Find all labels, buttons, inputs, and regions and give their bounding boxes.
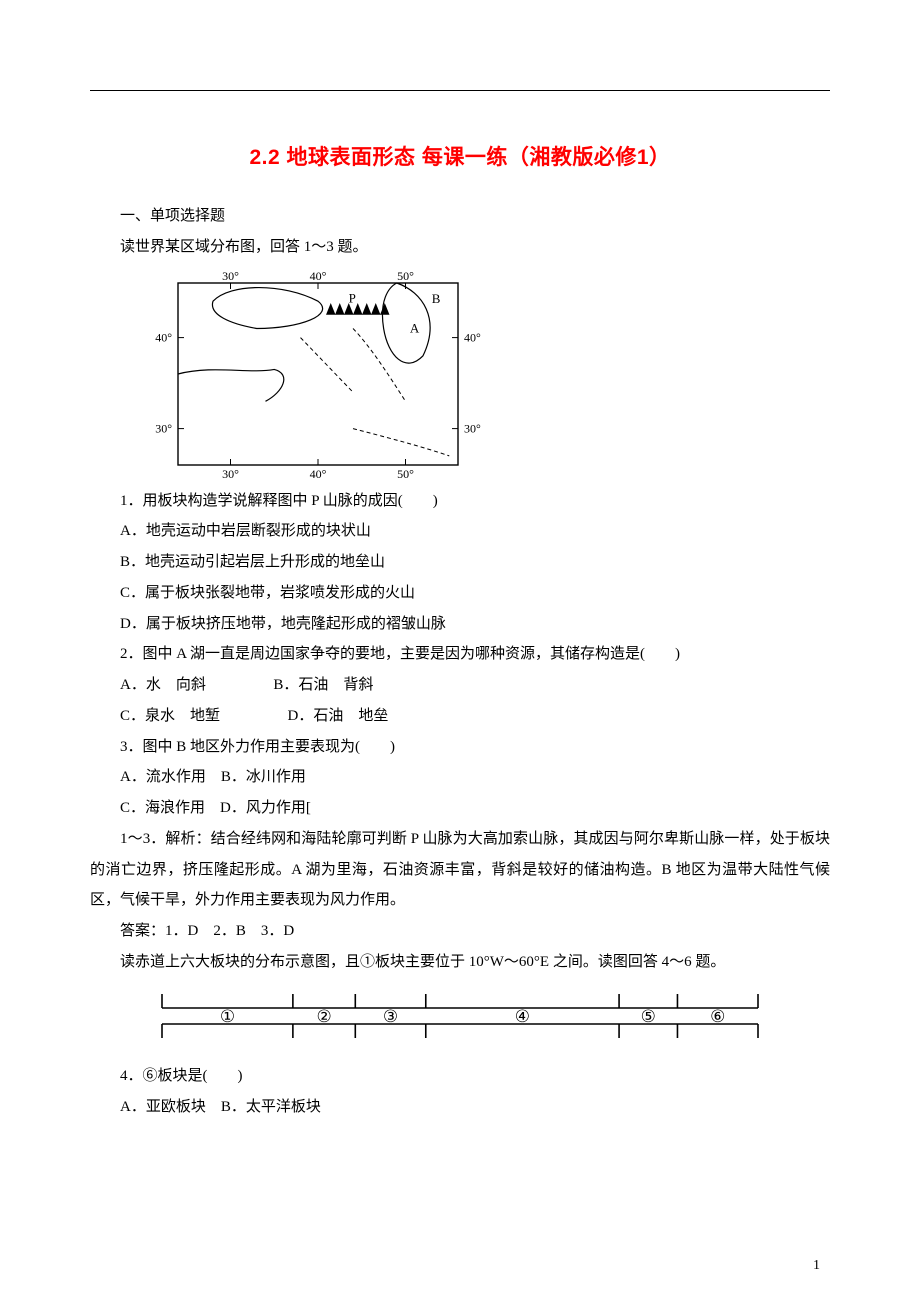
svg-text:②: ②: [316, 1007, 331, 1026]
svg-text:50°: 50°: [397, 269, 414, 283]
svg-text:④: ④: [515, 1007, 530, 1026]
svg-text:30°: 30°: [222, 467, 239, 481]
q3-d: D．风力作用[: [220, 800, 311, 816]
q1-a: A．地壳运动中岩层断裂形成的块状山: [90, 516, 830, 547]
svg-text:⑤: ⑤: [641, 1007, 656, 1026]
plate-svg: ① ② ③ ④ ⑤ ⑥: [150, 988, 770, 1044]
q1-d: D．属于板块挤压地带，地壳隆起形成的褶皱山脉: [90, 609, 830, 640]
svg-text:B: B: [432, 291, 441, 306]
section-heading: 一、单项选择题: [90, 201, 830, 232]
map-figure: 30° 30° 40° 40° 50° 50° 40° 40° 30° 30° AB P: [150, 267, 830, 482]
svg-text:50°: 50°: [397, 467, 414, 481]
q3-a: A．流水作用: [120, 769, 206, 785]
svg-text:40°: 40°: [155, 330, 172, 344]
page-number: 1: [813, 1258, 820, 1274]
svg-text:①: ①: [220, 1007, 235, 1026]
q3-c: C．海浪作用: [120, 800, 205, 816]
svg-text:40°: 40°: [464, 330, 481, 344]
q1-stem: 1．用板块构造学说解释图中 P 山脉的成因( ): [90, 486, 830, 517]
q3-row1: A．流水作用 B．冰川作用: [90, 762, 830, 793]
q2-row1: A．水 向斜 B．石油 背斜: [90, 670, 830, 701]
svg-text:40°: 40°: [310, 269, 327, 283]
q2-a: A．水 向斜: [120, 677, 206, 693]
q2-b: B．石油 背斜: [273, 677, 373, 693]
plate-figure: ① ② ③ ④ ⑤ ⑥: [150, 988, 830, 1056]
explain-1: 1～3．解析：结合经纬网和海陆轮廓可判断 P 山脉为大高加索山脉，其成因与阿尔卑…: [90, 824, 830, 916]
q1-c: C．属于板块张裂地带，岩浆喷发形成的火山: [90, 578, 830, 609]
q4-row1: A．亚欧板块 B．太平洋板块: [90, 1092, 830, 1123]
intro-2: 读赤道上六大板块的分布示意图，且①板块主要位于 10°W～60°E 之间。读图回…: [90, 947, 830, 978]
q2-c: C．泉水 地堑: [120, 708, 220, 724]
svg-text:30°: 30°: [222, 269, 239, 283]
q2-row2: C．泉水 地堑 D．石油 地垒: [90, 701, 830, 732]
body: 一、单项选择题 读世界某区域分布图，回答 1～3 题。 30° 30° 40° 40°…: [90, 201, 830, 1123]
svg-text:A: A: [410, 320, 420, 335]
q3-stem: 3．图中 B 地区外力作用主要表现为( ): [90, 732, 830, 763]
q2-stem: 2．图中 A 湖一直是周边国家争夺的要地，主要是因为哪种资源，其储存构造是( ): [90, 639, 830, 670]
svg-text:P: P: [349, 290, 356, 305]
svg-text:③: ③: [383, 1007, 398, 1026]
q1-b: B．地壳运动引起岩层上升形成的地垒山: [90, 547, 830, 578]
answers-1: 答案：1．D 2．B 3．D: [90, 916, 830, 947]
q3-b: B．冰川作用: [221, 769, 306, 785]
q3-row2: C．海浪作用 D．风力作用[: [90, 793, 830, 824]
map-svg: 30° 30° 40° 40° 50° 50° 40° 40° 30° 30° AB P: [150, 267, 490, 482]
q4-b: B．太平洋板块: [221, 1099, 321, 1115]
svg-text:30°: 30°: [155, 421, 172, 435]
q4-a: A．亚欧板块: [120, 1099, 206, 1115]
q4-stem: 4．⑥板块是( ): [90, 1061, 830, 1092]
top-rule: [90, 90, 830, 91]
q2-d: D．石油 地垒: [288, 708, 389, 724]
page-title: 2.2 地球表面形态 每课一练（湘教版必修1）: [90, 141, 830, 171]
svg-text:⑥: ⑥: [710, 1007, 725, 1026]
svg-text:40°: 40°: [310, 467, 327, 481]
intro-1: 读世界某区域分布图，回答 1～3 题。: [90, 232, 830, 263]
svg-text:30°: 30°: [464, 421, 481, 435]
